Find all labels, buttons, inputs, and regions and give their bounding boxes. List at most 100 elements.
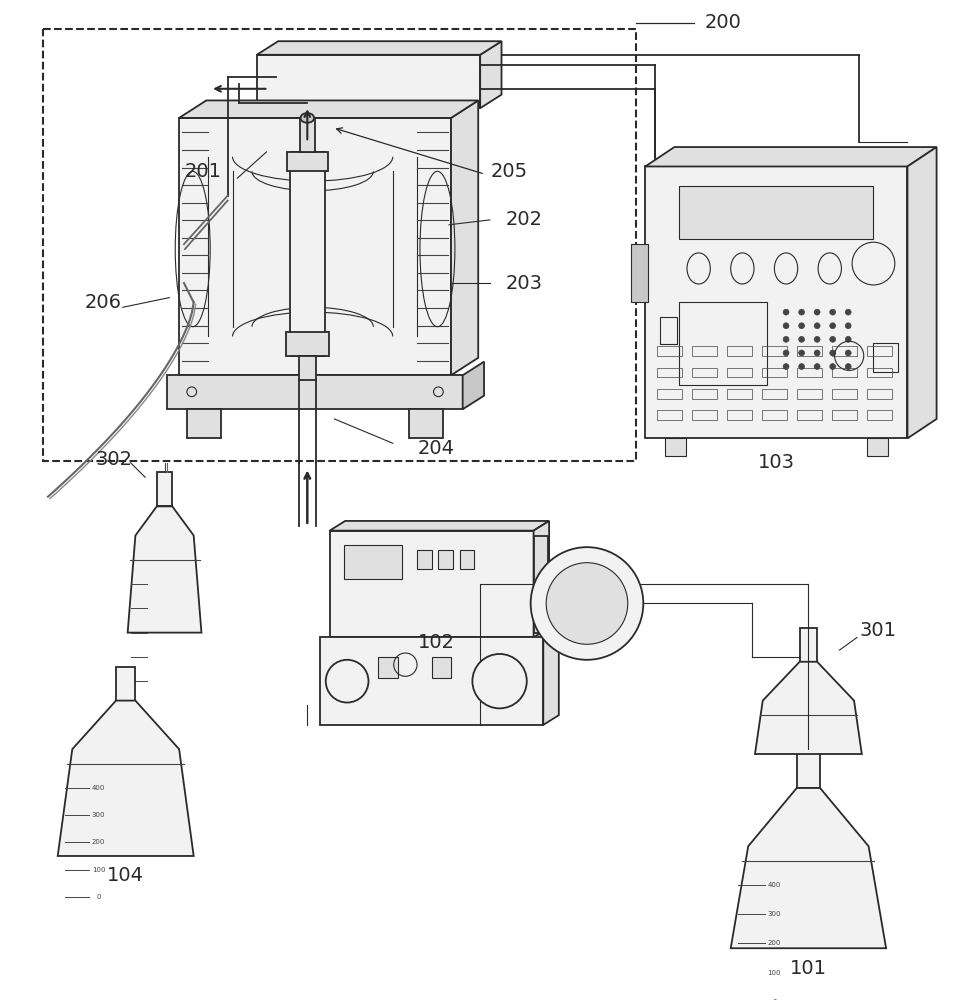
- Bar: [329, 531, 534, 637]
- Text: 202: 202: [505, 210, 543, 229]
- Bar: [285, 332, 328, 356]
- Polygon shape: [179, 100, 478, 118]
- Polygon shape: [731, 788, 887, 948]
- Ellipse shape: [799, 350, 805, 356]
- Text: 400: 400: [768, 882, 781, 888]
- Text: 0: 0: [96, 894, 101, 900]
- Ellipse shape: [846, 350, 852, 356]
- Polygon shape: [451, 100, 478, 375]
- Ellipse shape: [784, 350, 789, 356]
- Bar: [867, 438, 888, 456]
- Text: 102: 102: [418, 633, 455, 652]
- Bar: [832, 368, 857, 377]
- Bar: [797, 389, 822, 399]
- Bar: [762, 389, 787, 399]
- Bar: [832, 410, 857, 420]
- Polygon shape: [57, 701, 193, 856]
- Bar: [797, 368, 822, 377]
- Bar: [692, 346, 718, 356]
- Ellipse shape: [846, 309, 852, 315]
- Ellipse shape: [472, 654, 527, 708]
- Bar: [762, 410, 787, 420]
- Text: 200: 200: [92, 839, 105, 845]
- Ellipse shape: [815, 309, 820, 315]
- Ellipse shape: [846, 364, 852, 369]
- Bar: [692, 389, 718, 399]
- Ellipse shape: [547, 563, 628, 644]
- Bar: [256, 55, 480, 108]
- Ellipse shape: [815, 350, 820, 356]
- Text: 101: 101: [789, 959, 827, 978]
- Bar: [727, 368, 753, 377]
- Ellipse shape: [799, 323, 805, 329]
- Bar: [692, 410, 718, 420]
- Bar: [319, 637, 544, 725]
- Bar: [867, 410, 892, 420]
- Bar: [438, 550, 452, 569]
- Bar: [657, 389, 683, 399]
- Ellipse shape: [300, 113, 314, 123]
- Ellipse shape: [846, 323, 852, 329]
- Text: 300: 300: [91, 812, 105, 818]
- Polygon shape: [480, 41, 502, 108]
- Polygon shape: [462, 362, 484, 409]
- Ellipse shape: [784, 336, 789, 342]
- Bar: [286, 152, 327, 171]
- Bar: [378, 657, 397, 678]
- Ellipse shape: [830, 350, 836, 356]
- Bar: [631, 244, 649, 302]
- Bar: [298, 356, 316, 380]
- Bar: [186, 409, 220, 438]
- Polygon shape: [329, 521, 550, 531]
- Bar: [874, 343, 898, 372]
- Polygon shape: [755, 662, 862, 754]
- Bar: [665, 438, 686, 456]
- Bar: [727, 346, 753, 356]
- Text: 204: 204: [418, 439, 455, 458]
- Bar: [867, 346, 892, 356]
- Ellipse shape: [799, 364, 805, 369]
- Bar: [646, 166, 908, 438]
- Ellipse shape: [325, 660, 368, 703]
- Text: 203: 203: [505, 274, 543, 293]
- Ellipse shape: [784, 309, 789, 315]
- Text: 103: 103: [757, 453, 795, 472]
- Bar: [657, 346, 683, 356]
- Bar: [800, 628, 818, 662]
- Ellipse shape: [815, 364, 820, 369]
- Text: 300: 300: [768, 911, 781, 917]
- Bar: [43, 29, 636, 461]
- Bar: [289, 152, 324, 356]
- Bar: [409, 409, 443, 438]
- Polygon shape: [544, 628, 559, 725]
- Polygon shape: [127, 506, 201, 633]
- Ellipse shape: [830, 323, 836, 329]
- Bar: [657, 368, 683, 377]
- Text: 100: 100: [91, 867, 105, 873]
- Bar: [727, 410, 753, 420]
- Bar: [762, 346, 787, 356]
- Bar: [534, 536, 549, 633]
- Ellipse shape: [830, 336, 836, 342]
- Polygon shape: [908, 147, 937, 438]
- Bar: [797, 749, 820, 788]
- Bar: [344, 545, 402, 579]
- Ellipse shape: [815, 323, 820, 329]
- Text: 400: 400: [92, 785, 105, 791]
- Text: 201: 201: [184, 162, 222, 181]
- Text: 206: 206: [84, 293, 122, 312]
- Ellipse shape: [846, 336, 852, 342]
- Text: 200: 200: [705, 13, 742, 32]
- Bar: [797, 346, 822, 356]
- Bar: [156, 472, 172, 506]
- Ellipse shape: [784, 364, 789, 369]
- Ellipse shape: [830, 309, 836, 315]
- Polygon shape: [534, 521, 550, 637]
- Text: 0: 0: [772, 999, 777, 1000]
- Ellipse shape: [784, 323, 789, 329]
- Bar: [680, 302, 767, 385]
- Bar: [832, 346, 857, 356]
- Ellipse shape: [799, 336, 805, 342]
- Bar: [660, 317, 678, 344]
- Polygon shape: [646, 147, 937, 166]
